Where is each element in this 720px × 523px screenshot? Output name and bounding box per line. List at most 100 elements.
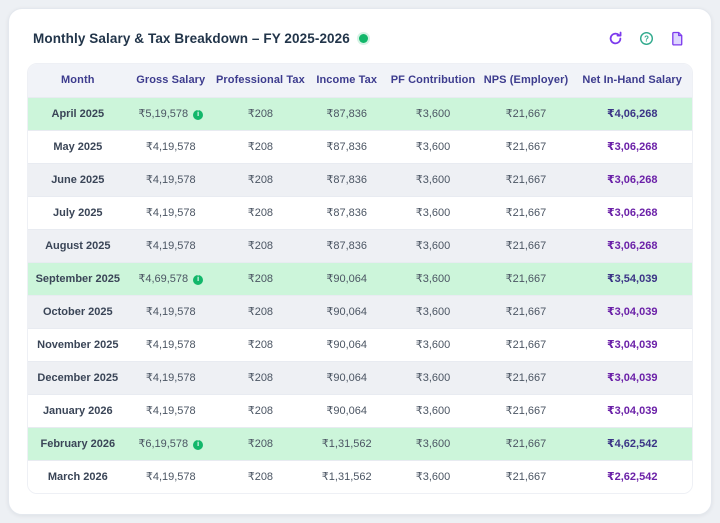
- gross-salary-cell: ₹4,19,578: [127, 162, 214, 196]
- month-cell: September 2025: [28, 261, 128, 295]
- help-icon: ?: [639, 31, 653, 45]
- nps-employer-cell: ₹21,667: [479, 360, 573, 394]
- salary-info-icon[interactable]: i: [193, 274, 204, 285]
- gross-salary-cell: ₹4,19,578: [127, 459, 214, 493]
- gross-salary-cell: ₹4,19,578: [127, 228, 214, 262]
- column-header-income-tax: Income Tax: [306, 64, 387, 97]
- professional-tax-cell: ₹208: [213, 129, 307, 163]
- salary-breakdown-card: Monthly Salary & Tax Breakdown – FY 2025…: [8, 8, 712, 515]
- professional-tax-cell: ₹208: [213, 162, 307, 196]
- column-header-professional-tax: Professional Tax: [213, 64, 307, 97]
- income-tax-cell: ₹90,064: [306, 261, 387, 295]
- professional-tax-cell: ₹208: [213, 459, 307, 493]
- nps-employer-cell: ₹21,667: [479, 459, 573, 493]
- table-row: March 2026 ₹4,19,578 ₹208 ₹1,31,562 ₹3,600 ₹2…: [28, 459, 692, 493]
- professional-tax-cell: ₹208: [213, 393, 307, 427]
- table-row: August 2025 ₹4,19,578 ₹208 ₹87,836 ₹3,600 ₹21…: [28, 228, 692, 262]
- nps-employer-cell: ₹21,667: [479, 261, 573, 295]
- nps-employer-cell: ₹21,667: [479, 96, 573, 130]
- professional-tax-cell: ₹208: [213, 228, 307, 262]
- professional-tax-cell: ₹208: [213, 294, 307, 328]
- card-header: Monthly Salary & Tax Breakdown – FY 2025…: [27, 27, 693, 49]
- income-tax-cell: ₹90,064: [306, 294, 387, 328]
- table-header: Month Gross Salary Professional Tax Inco…: [28, 64, 692, 97]
- table-row: April 2025 ₹5,19,578 i ₹208 ₹87,836 ₹3,600 ₹21…: [28, 96, 692, 130]
- month-cell: March 2026: [28, 459, 128, 493]
- month-cell: January 2026: [28, 393, 128, 427]
- net-salary-cell: ₹3,54,039: [572, 261, 692, 295]
- salary-table: Month Gross Salary Professional Tax Inco…: [28, 64, 692, 493]
- month-cell: May 2025: [28, 129, 128, 163]
- gross-salary-cell: ₹5,19,578 i: [127, 96, 214, 130]
- income-tax-cell: ₹90,064: [306, 327, 387, 361]
- salary-info-icon[interactable]: i: [193, 439, 204, 450]
- salary-table-body: April 2025 ₹5,19,578 i ₹208 ₹87,836 ₹3,600 ₹21…: [28, 96, 692, 493]
- net-salary-cell: ₹3,04,039: [572, 327, 692, 361]
- help-button[interactable]: ?: [638, 30, 654, 46]
- professional-tax-cell: ₹208: [213, 195, 307, 229]
- pf-contribution-cell: ₹3,600: [386, 261, 480, 295]
- page-title: Monthly Salary & Tax Breakdown – FY 2025…: [33, 30, 350, 46]
- nps-employer-cell: ₹21,667: [479, 294, 573, 328]
- income-tax-cell: ₹87,836: [306, 129, 387, 163]
- salary-table-container: Month Gross Salary Professional Tax Inco…: [27, 63, 693, 494]
- net-salary-cell: ₹3,06,268: [572, 195, 692, 229]
- professional-tax-cell: ₹208: [213, 360, 307, 394]
- column-header-net-in-hand: Net In-Hand Salary: [572, 64, 692, 97]
- column-header-month: Month: [28, 64, 128, 97]
- pf-contribution-cell: ₹3,600: [386, 162, 480, 196]
- pf-contribution-cell: ₹3,600: [386, 426, 480, 460]
- nps-employer-cell: ₹21,667: [479, 195, 573, 229]
- month-cell: June 2025: [28, 162, 128, 196]
- net-salary-cell: ₹3,04,039: [572, 294, 692, 328]
- net-salary-cell: ₹3,06,268: [572, 228, 692, 262]
- gross-salary-cell: ₹4,19,578: [127, 129, 214, 163]
- nps-employer-cell: ₹21,667: [479, 129, 573, 163]
- pf-contribution-cell: ₹3,600: [386, 96, 480, 130]
- gross-salary-cell: ₹4,19,578: [127, 360, 214, 394]
- pf-contribution-cell: ₹3,600: [386, 360, 480, 394]
- income-tax-cell: ₹87,836: [306, 228, 387, 262]
- month-cell: August 2025: [28, 228, 128, 262]
- gross-salary-cell: ₹4,19,578: [127, 327, 214, 361]
- table-row: September 2025 ₹4,69,578 i ₹208 ₹90,064 ₹3,60…: [28, 261, 692, 295]
- professional-tax-cell: ₹208: [213, 327, 307, 361]
- nps-employer-cell: ₹21,667: [479, 228, 573, 262]
- gross-salary-cell: ₹4,19,578: [127, 294, 214, 328]
- pf-contribution-cell: ₹3,600: [386, 327, 480, 361]
- net-salary-cell: ₹2,62,542: [572, 459, 692, 493]
- month-cell: April 2025: [28, 96, 128, 130]
- report-button[interactable]: [669, 30, 685, 46]
- column-header-nps-employer: NPS (Employer): [479, 64, 573, 97]
- professional-tax-cell: ₹208: [213, 426, 307, 460]
- column-header-pf-contribution: PF Contribution: [386, 64, 480, 97]
- net-salary-cell: ₹3,04,039: [572, 393, 692, 427]
- professional-tax-cell: ₹208: [213, 261, 307, 295]
- table-row: November 2025 ₹4,19,578 ₹208 ₹90,064 ₹3,600 ₹…: [28, 327, 692, 361]
- net-salary-cell: ₹3,06,268: [572, 162, 692, 196]
- pf-contribution-cell: ₹3,600: [386, 459, 480, 493]
- table-row: June 2025 ₹4,19,578 ₹208 ₹87,836 ₹3,600 ₹21,6…: [28, 162, 692, 196]
- net-salary-cell: ₹3,06,268: [572, 129, 692, 163]
- income-tax-cell: ₹87,836: [306, 96, 387, 130]
- salary-info-icon[interactable]: i: [193, 109, 204, 120]
- month-cell: November 2025: [28, 327, 128, 361]
- income-tax-cell: ₹1,31,562: [306, 426, 387, 460]
- toolbar: ?: [607, 30, 685, 46]
- net-salary-cell: ₹4,62,542: [572, 426, 692, 460]
- month-cell: February 2026: [28, 426, 128, 460]
- professional-tax-cell: ₹208: [213, 96, 307, 130]
- gross-salary-cell: ₹4,69,578 i: [127, 261, 214, 295]
- document-icon: [671, 31, 682, 46]
- pf-contribution-cell: ₹3,600: [386, 294, 480, 328]
- income-tax-cell: ₹87,836: [306, 162, 387, 196]
- pf-contribution-cell: ₹3,600: [386, 393, 480, 427]
- refresh-icon: [609, 31, 621, 44]
- pf-contribution-cell: ₹3,600: [386, 129, 480, 163]
- status-dot-icon: [358, 33, 368, 43]
- income-tax-cell: ₹90,064: [306, 393, 387, 427]
- column-header-gross-salary: Gross Salary: [127, 64, 214, 97]
- refresh-button[interactable]: [607, 30, 623, 46]
- title-wrap: Monthly Salary & Tax Breakdown – FY 2025…: [33, 31, 368, 46]
- nps-employer-cell: ₹21,667: [479, 393, 573, 427]
